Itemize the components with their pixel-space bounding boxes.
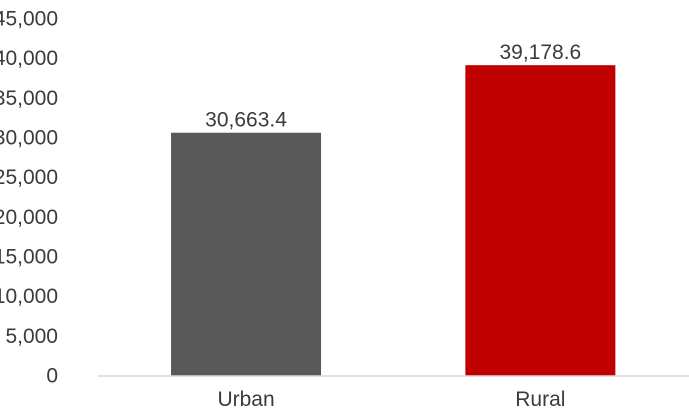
x-axis-category-labels: Urban Rural <box>217 388 565 411</box>
category-label-urban: Urban <box>217 388 274 411</box>
y-tick-label: 35,000 <box>0 87 58 110</box>
bars-group <box>171 65 616 376</box>
category-label-rural: Rural <box>515 388 565 411</box>
y-tick-label: 40,000 <box>0 47 58 70</box>
y-tick-label: 10,000 <box>0 285 58 308</box>
data-label-rural: 39,178.6 <box>499 41 581 64</box>
bar-rural <box>465 65 616 376</box>
y-tick-label: 25,000 <box>0 166 58 189</box>
y-tick-label: 15,000 <box>0 246 58 269</box>
y-tick-label: 45,000 <box>0 8 58 31</box>
y-axis-tick-labels: 0 5,000 10,000 15,000 20,000 25,000 30,000 35,0… <box>0 8 58 388</box>
data-labels-group: 30,663.4 39,178.6 <box>205 41 581 132</box>
y-tick-label: 5,000 <box>5 325 58 348</box>
y-tick-label: 30,000 <box>0 127 58 150</box>
y-tick-label: 0 <box>46 365 58 388</box>
data-label-urban: 30,663.4 <box>205 109 287 132</box>
y-tick-label: 20,000 <box>0 206 58 229</box>
bar-urban <box>171 132 322 376</box>
